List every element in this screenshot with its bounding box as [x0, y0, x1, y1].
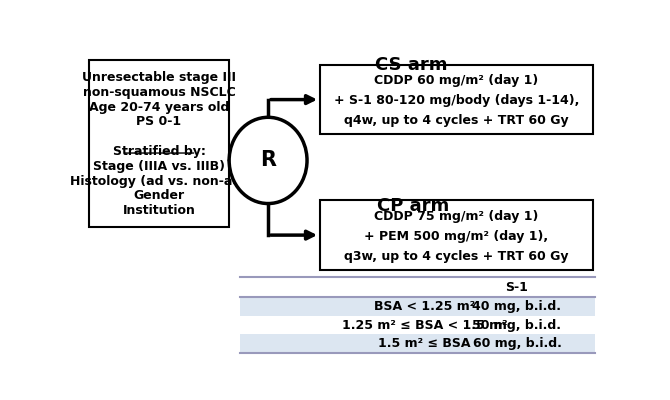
Bar: [320, 200, 593, 270]
Bar: [240, 298, 595, 316]
Bar: [240, 334, 595, 353]
Text: 1.5 m² ≤ BSA: 1.5 m² ≤ BSA: [379, 337, 471, 350]
Ellipse shape: [229, 117, 307, 204]
Bar: [320, 65, 593, 134]
Text: CDDP 60 mg/m² (day 1): CDDP 60 mg/m² (day 1): [374, 74, 539, 87]
Text: q4w, up to 4 cycles + TRT 60 Gy: q4w, up to 4 cycles + TRT 60 Gy: [344, 114, 569, 127]
Text: q3w, up to 4 cycles + TRT 60 Gy: q3w, up to 4 cycles + TRT 60 Gy: [344, 250, 569, 263]
Text: + PEM 500 mg/m² (day 1),: + PEM 500 mg/m² (day 1),: [364, 230, 548, 243]
Text: S-1: S-1: [506, 281, 529, 294]
Text: Stage (IIIA vs. IIIB): Stage (IIIA vs. IIIB): [93, 160, 225, 173]
Text: Histology (ad vs. non-ad): Histology (ad vs. non-ad): [70, 174, 248, 188]
Text: non-squamous NSCLC: non-squamous NSCLC: [82, 86, 235, 99]
Text: 40 mg, b.i.d.: 40 mg, b.i.d.: [472, 300, 561, 313]
Text: 1.25 m² ≤ BSA < 1.5 m²: 1.25 m² ≤ BSA < 1.5 m²: [342, 319, 507, 332]
Text: PS 0-1: PS 0-1: [137, 116, 182, 128]
Text: Age 20-74 years old: Age 20-74 years old: [89, 101, 229, 114]
Text: Unresectable stage III: Unresectable stage III: [82, 71, 236, 84]
Text: CP arm: CP arm: [377, 197, 450, 215]
Text: 50 mg, b.i.d.: 50 mg, b.i.d.: [472, 319, 561, 332]
Text: Gender: Gender: [133, 189, 185, 202]
Text: R: R: [260, 150, 276, 170]
Text: CS arm: CS arm: [375, 56, 447, 74]
Bar: [240, 316, 595, 334]
Text: Institution: Institution: [123, 204, 196, 217]
Bar: [89, 60, 229, 227]
Text: BSA < 1.25 m²: BSA < 1.25 m²: [374, 300, 475, 313]
Text: 60 mg, b.i.d.: 60 mg, b.i.d.: [472, 337, 561, 350]
Text: CDDP 75 mg/m² (day 1): CDDP 75 mg/m² (day 1): [374, 210, 539, 223]
Text: + S-1 80-120 mg/body (days 1-14),: + S-1 80-120 mg/body (days 1-14),: [334, 94, 579, 107]
Text: Stratified by:: Stratified by:: [113, 145, 206, 158]
